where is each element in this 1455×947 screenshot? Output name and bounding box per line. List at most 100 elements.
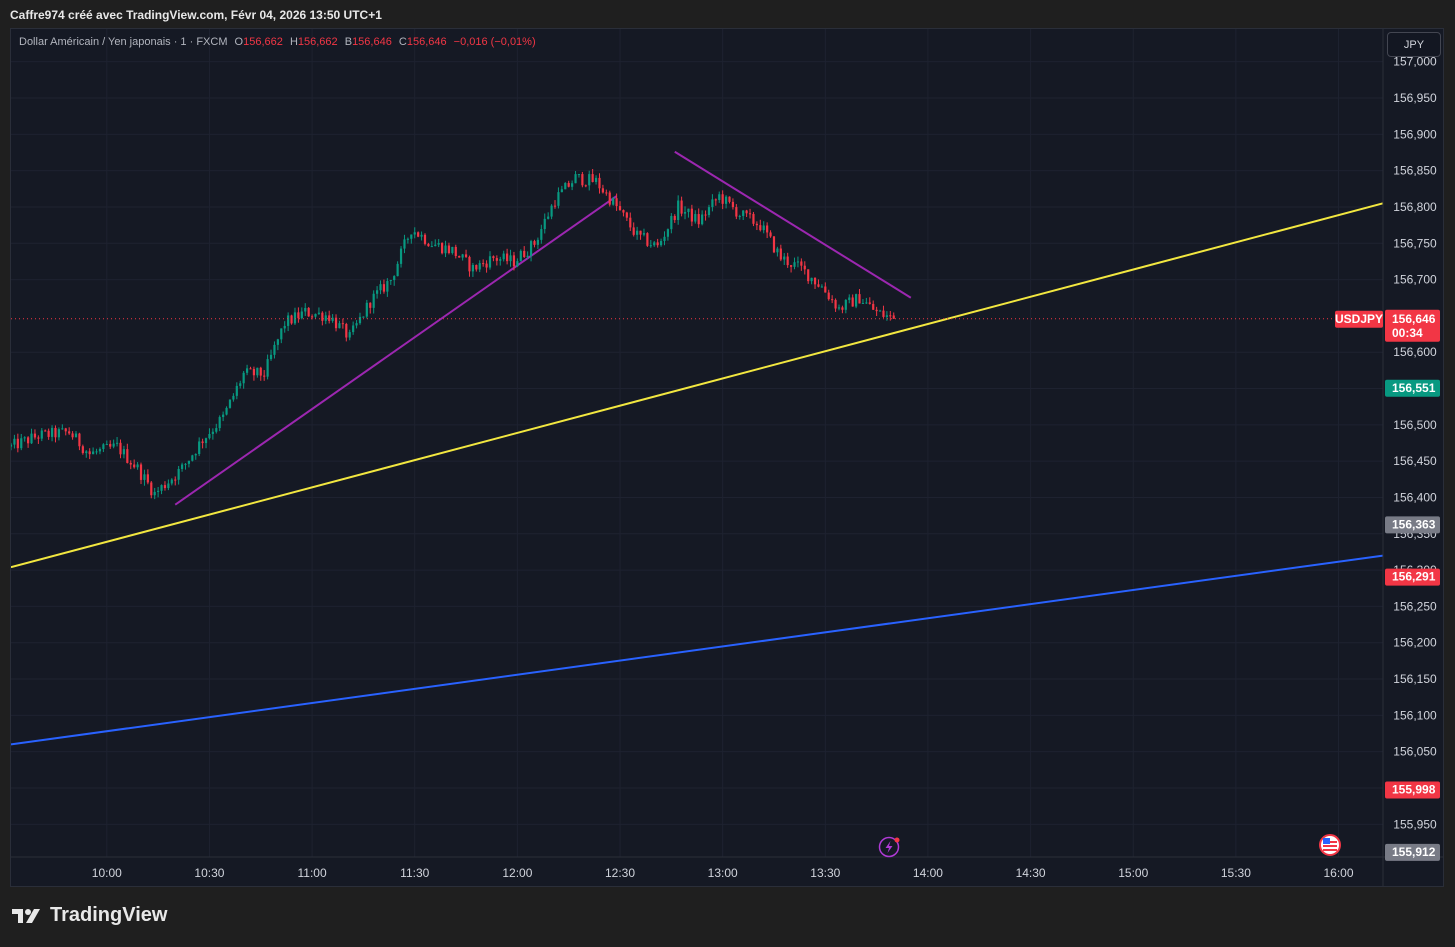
candle-body [269,354,273,360]
chart-panel[interactable]: 157,000 156,950 156,900 156,850 156,800 156,7… [10,28,1444,887]
candle-body [191,455,194,461]
tradingview-logo[interactable]: TradingView [12,904,167,927]
candle-body [471,264,474,272]
candle-body [694,214,697,222]
y-tick-label: 156,700 [1393,273,1437,287]
candle-body [61,428,64,430]
x-tick-label: 12:00 [502,866,532,880]
candle-body [540,229,543,240]
candle-body [793,262,796,267]
candle-body [831,299,834,301]
candle-body [218,417,221,429]
candle-body [85,451,88,454]
candle-body [434,244,437,247]
candle-body [865,302,868,304]
candle-body [861,302,865,304]
trendline-layer[interactable] [11,150,1384,746]
candle-body [553,205,557,207]
candle-body [632,227,635,235]
change-value: −0,016 (−0,01%) [453,36,536,48]
candle-layer [11,168,895,500]
candle-body [588,174,591,186]
price-badge [1385,781,1440,799]
candle-body [20,438,23,449]
candle-body [601,188,605,193]
candle-body [406,238,409,240]
open-value: 156,662 [243,36,283,48]
us-flag-icon[interactable] [1319,834,1341,856]
candle-body [177,468,180,480]
candle-body [711,199,714,208]
candle-body [807,269,810,282]
price-badge-value: 155,912 [1392,845,1436,859]
candle-body [529,241,533,256]
candle-body [119,442,122,455]
candle-body [50,427,54,437]
candle-body [122,449,126,455]
trendline-purple-down[interactable] [674,150,912,299]
candle-body [526,255,529,258]
candle-body [803,265,806,270]
lightning-icon[interactable] [878,836,900,858]
trendline-yellow[interactable] [11,202,1384,569]
candle-body [731,201,735,208]
close-label: C [398,36,407,48]
candle-body [78,433,81,447]
price-badge-value: 156,551 [1392,381,1436,395]
candle-body [447,245,451,254]
candle-body [331,317,334,321]
trendline-blue[interactable] [11,554,1384,746]
trendline-purple-up[interactable] [174,195,618,506]
y-tick-label: 156,950 [1393,91,1437,105]
current-price-badge [1385,309,1440,342]
candle-body [656,242,659,246]
candle-body [728,196,731,202]
candle-body [629,217,632,228]
candle-body [848,297,851,300]
candle-body [40,430,43,439]
candle-body [95,451,98,453]
candle-body [766,225,769,233]
candle-body [701,214,704,225]
currency-button[interactable]: JPY [1387,32,1441,57]
candle-body [844,299,847,310]
candle-body [690,208,693,222]
candle-body [683,212,687,214]
candle-body [163,485,167,489]
y-tick-label: 157,000 [1393,55,1437,69]
candle-body [482,263,485,265]
candle-body [451,246,454,254]
x-tick-label: 14:30 [1016,866,1046,880]
candle-body [417,232,420,237]
candle-body [129,462,132,465]
candle-body [567,183,570,187]
candle-body [399,248,403,264]
candle-body [68,431,71,434]
candle-body [475,264,478,270]
candle-body [512,255,516,267]
chart-canvas[interactable]: 157,000 156,950 156,900 156,850 156,800 156,7… [11,29,1444,887]
candle-body [102,444,105,450]
candle-body [697,214,700,225]
candle-body [71,433,74,438]
candle-body [557,192,560,206]
candle-body [444,245,447,254]
candle-body [423,234,427,244]
candle-body [64,428,67,432]
tradingview-logo-text: TradingView [50,904,168,926]
x-tick-label: 15:00 [1118,866,1148,880]
candle-body [827,292,830,300]
candle-body [328,315,331,321]
candle-body [23,437,26,439]
candle-body [297,312,300,319]
candle-body [574,174,577,184]
y-tick-label: 156,400 [1393,490,1437,504]
candle-body [242,372,245,384]
y-tick-label: 156,250 [1393,599,1437,613]
candle-body [184,463,187,465]
candle-body [30,433,33,444]
candle-body [47,430,50,437]
chart-background [11,29,1443,886]
y-tick-label: 156,600 [1393,345,1437,359]
candle-body [584,185,587,187]
